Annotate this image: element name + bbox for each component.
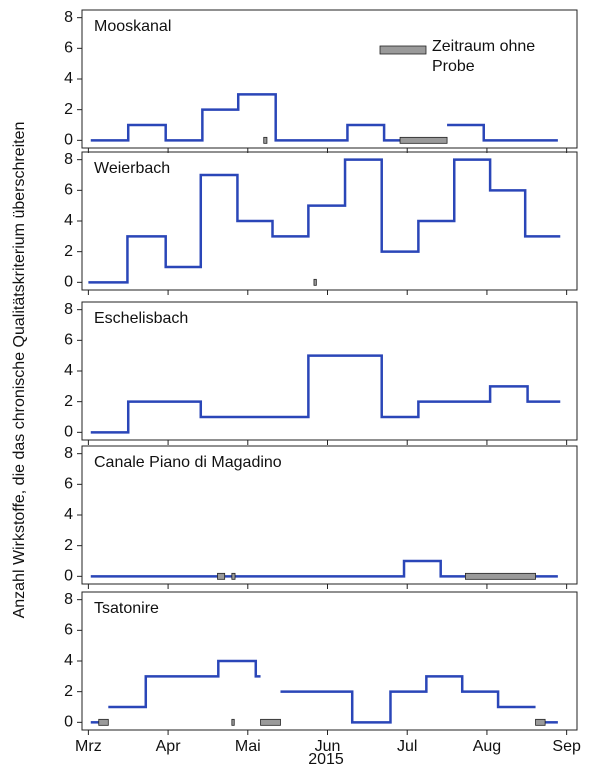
y-tick-label: 0 (64, 714, 73, 731)
panel-title: Mooskanal (94, 18, 171, 35)
x-tick-label: Apr (156, 738, 182, 755)
y-tick-label: 6 (64, 332, 73, 349)
y-tick-label: 2 (64, 393, 73, 410)
x-tick-label: Mai (235, 738, 261, 755)
y-tick-label: 8 (64, 591, 73, 608)
no-sample-period (98, 718, 109, 726)
data-line (88, 158, 561, 284)
y-tick-label: 0 (64, 568, 73, 585)
y-tick-label: 6 (64, 40, 73, 57)
y-tick-label: 8 (64, 301, 73, 318)
x-tick-label: Jun (315, 738, 341, 755)
x-tick-label: Jul (397, 738, 417, 755)
data-line (90, 93, 401, 142)
no-sample-period (231, 718, 235, 726)
y-axis-title: Anzahl Wirkstoffe, die das chronische Qu… (11, 122, 28, 619)
panel-title: Canale Piano di Magadino (94, 454, 282, 471)
y-tick-label: 8 (64, 9, 73, 26)
data-line (90, 354, 561, 434)
y-tick-label: 0 (64, 424, 73, 441)
x-tick-label: Sep (552, 738, 581, 755)
data-line (90, 559, 558, 578)
legend-swatch (379, 45, 427, 55)
y-tick-label: 8 (64, 151, 73, 168)
panel-title: Eschelisbach (94, 310, 188, 327)
y-tick-label: 4 (64, 652, 73, 669)
no-sample-period (465, 572, 536, 580)
y-tick-label: 4 (64, 362, 73, 379)
y-tick-label: 0 (64, 274, 73, 291)
no-sample-period (263, 136, 268, 144)
y-tick-label: 2 (64, 683, 73, 700)
no-sample-period (217, 572, 226, 580)
no-sample-period (535, 718, 546, 726)
y-tick-label: 4 (64, 212, 73, 229)
y-tick-label: 4 (64, 506, 73, 523)
x-tick-label: Aug (473, 738, 501, 755)
y-tick-label: 8 (64, 445, 73, 462)
x-tick-label: Mrz (75, 738, 102, 755)
y-tick-label: 2 (64, 243, 73, 260)
y-tick-label: 6 (64, 182, 73, 199)
x-axis-title: 2015 (308, 751, 344, 768)
y-tick-label: 6 (64, 476, 73, 493)
legend-label: Zeitraum ohne Probe (432, 38, 536, 75)
data-line (447, 123, 558, 142)
no-sample-period (399, 136, 448, 144)
no-sample-period (231, 572, 236, 580)
no-sample-period (313, 278, 317, 286)
data-line (280, 675, 536, 724)
panel-title: Tsatonire (94, 600, 159, 617)
panel-title: Weierbach (94, 160, 170, 177)
y-tick-label: 6 (64, 622, 73, 639)
y-tick-label: 0 (64, 132, 73, 149)
y-tick-label: 2 (64, 101, 73, 118)
data-line (108, 659, 261, 709)
y-tick-label: 2 (64, 537, 73, 554)
no-sample-period (260, 718, 281, 726)
y-tick-label: 4 (64, 70, 73, 87)
